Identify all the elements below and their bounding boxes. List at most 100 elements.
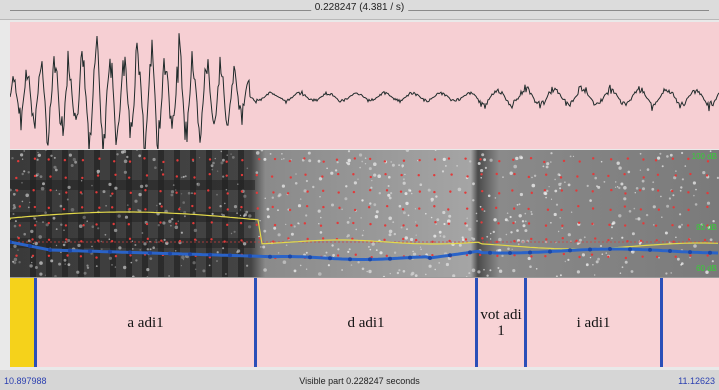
spectrogram-speckle <box>614 181 617 183</box>
formant-dot <box>656 173 660 177</box>
spectrogram-speckle <box>305 214 308 217</box>
formant-dot <box>578 255 581 259</box>
interval-boundary[interactable] <box>254 278 257 367</box>
interval-label-a: a adi1 <box>127 314 164 331</box>
formant-dot <box>654 224 658 227</box>
formant-dot <box>402 159 406 162</box>
pitch-curve <box>10 240 719 261</box>
formant-dot <box>639 239 643 242</box>
pitch-point <box>348 257 352 262</box>
spectrogram-speckle <box>387 185 390 187</box>
formant-dot <box>191 204 194 208</box>
spectrogram-speckle <box>375 210 379 214</box>
formant-dot <box>402 237 405 241</box>
spectrogram-speckle <box>156 210 158 212</box>
interval-boundary[interactable] <box>34 278 37 367</box>
spectrogram-speckle <box>521 220 525 223</box>
formant-dot <box>623 224 627 227</box>
spectrogram-speckle <box>70 164 74 167</box>
spectrogram-speckle <box>458 243 462 247</box>
spectrogram-speckle <box>401 166 403 168</box>
formant-dot <box>18 224 22 227</box>
pitch-point <box>508 251 512 255</box>
interval-a[interactable]: a adi1 <box>37 278 254 367</box>
spectrogram-speckle <box>97 172 99 174</box>
formant-dot <box>607 174 610 178</box>
window-end-time: 11.12623 <box>678 376 715 386</box>
spectrogram-speckle <box>561 227 563 229</box>
formant-dot <box>495 240 499 244</box>
spectrogram-speckle <box>594 176 597 180</box>
interval-vot[interactable]: vot adi 1 <box>478 278 524 367</box>
spectrogram-speckle <box>452 274 456 277</box>
spectrogram-speckle <box>469 160 472 163</box>
selected-interval-highlight[interactable] <box>10 278 34 367</box>
formant-dot <box>97 239 100 242</box>
spectrogram-speckle <box>262 245 266 249</box>
interval-i[interactable]: i adi1 <box>527 278 660 367</box>
interval-boundary[interactable] <box>524 278 527 367</box>
spectrogram-speckle <box>514 221 516 223</box>
pitch-point <box>308 255 312 260</box>
spectrogram-panel[interactable]: 100 dB 80 dB 60 dB <box>10 150 719 277</box>
spectrogram-speckle <box>529 265 532 268</box>
spectrogram-speckle <box>64 263 66 265</box>
spectrogram-speckle <box>332 253 335 257</box>
formant-dot <box>304 173 307 176</box>
spectrogram-speckle <box>273 226 277 230</box>
spectrogram-speckle <box>597 185 601 189</box>
textgrid-tier[interactable]: a adi1 d adi1 vot adi 1 i adi1 <box>10 277 719 367</box>
spectrogram-speckle <box>36 158 39 161</box>
spectrogram-speckle <box>388 233 392 237</box>
spectrogram-speckle <box>583 236 586 239</box>
spectrogram-speckle <box>37 151 39 154</box>
spectrogram-speckle <box>476 220 478 222</box>
spectrogram-speckle <box>146 248 149 251</box>
spectrogram-speckle <box>373 173 377 177</box>
interval-boundary[interactable] <box>660 278 663 367</box>
spectrogram-speckle <box>117 214 121 218</box>
spectrogram-speckle <box>712 220 715 223</box>
formant-dot <box>110 206 114 209</box>
pitch-point <box>628 247 632 252</box>
spectrogram-speckle <box>23 232 26 236</box>
formant-dot <box>18 205 22 208</box>
formant-dot <box>321 237 325 240</box>
spectrogram-speckle <box>419 183 423 186</box>
formant-dot <box>239 221 243 225</box>
spectrogram-speckle <box>325 251 328 254</box>
spectrogram-speckle <box>498 248 502 253</box>
spectrogram-speckle <box>105 205 107 207</box>
spectrogram-speckle <box>524 212 527 215</box>
formant-dot <box>255 173 258 177</box>
spectrogram-speckle <box>45 223 49 227</box>
spectrogram-speckle <box>157 224 160 227</box>
formant-dot <box>162 160 165 164</box>
waveform-trace <box>10 33 719 149</box>
spectrogram-speckle <box>67 263 71 266</box>
spectrogram-speckle <box>457 187 462 192</box>
formant-dot <box>433 190 436 194</box>
pitch-point <box>668 249 672 253</box>
selection-duration-bar[interactable]: 0.228247 (4.381 / s) <box>0 0 719 20</box>
spectrogram-speckle <box>281 153 283 155</box>
pitch-point <box>148 251 152 255</box>
spectrogram-speckle <box>433 234 437 238</box>
spectrogram-speckle <box>130 261 133 264</box>
spectrogram-speckle <box>507 220 509 222</box>
spectrogram-speckle <box>295 173 297 175</box>
interval-d[interactable]: d adi1 <box>257 278 475 367</box>
waveform-panel[interactable] <box>10 22 719 149</box>
formant-dot <box>449 190 452 193</box>
time-axis-bar[interactable]: 10.897988 Visible part 0.228247 seconds … <box>0 370 719 390</box>
spectrogram-speckle <box>158 202 162 205</box>
spectrogram-speckle <box>80 180 83 182</box>
pitch-point <box>548 249 552 254</box>
spectrogram-speckle <box>484 166 487 169</box>
spectrogram-speckle <box>635 218 637 220</box>
spectrogram-speckle <box>182 201 185 204</box>
spectrogram-speckle <box>341 208 343 211</box>
formant-dot <box>385 204 389 208</box>
pitch-point <box>328 256 332 261</box>
interval-boundary[interactable] <box>475 278 478 367</box>
